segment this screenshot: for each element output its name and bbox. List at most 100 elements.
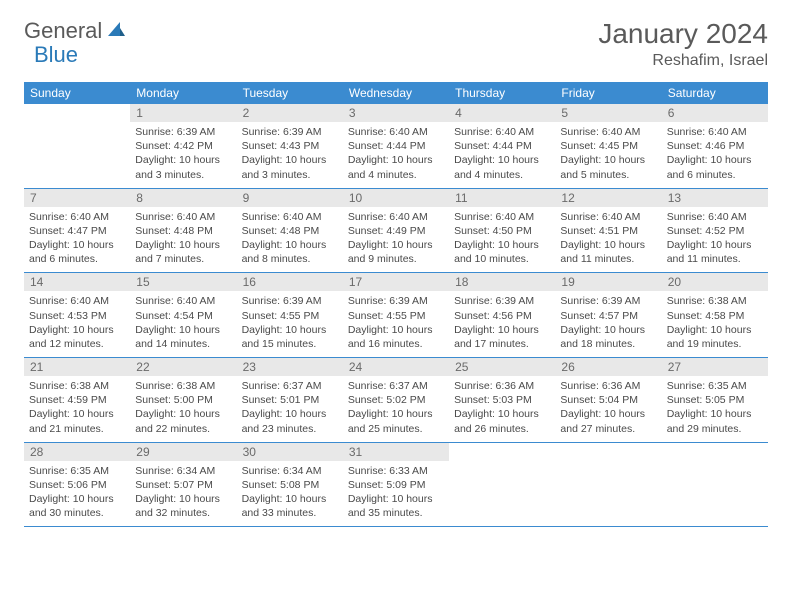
calendar-day-cell: 14Sunrise: 6:40 AMSunset: 4:53 PMDayligh… [24,273,130,358]
day-number: 28 [24,443,130,461]
daylight-text: Daylight: 10 hours and 17 minutes. [454,323,550,351]
logo-text-blue-wrap: Blue [34,42,78,68]
calendar-day-cell: 13Sunrise: 6:40 AMSunset: 4:52 PMDayligh… [662,188,768,273]
calendar-day-cell: 11Sunrise: 6:40 AMSunset: 4:50 PMDayligh… [449,188,555,273]
daylight-text: Daylight: 10 hours and 33 minutes. [242,492,338,520]
daylight-text: Daylight: 10 hours and 29 minutes. [667,407,763,435]
day-info: Sunrise: 6:40 AMSunset: 4:45 PMDaylight:… [555,122,661,188]
day-number: 13 [662,189,768,207]
sunrise-text: Sunrise: 6:39 AM [242,125,338,139]
day-info: Sunrise: 6:38 AMSunset: 5:00 PMDaylight:… [130,376,236,442]
day-info: Sunrise: 6:39 AMSunset: 4:55 PMDaylight:… [343,291,449,357]
day-info: Sunrise: 6:37 AMSunset: 5:02 PMDaylight:… [343,376,449,442]
day-number: 27 [662,358,768,376]
sunset-text: Sunset: 5:05 PM [667,393,763,407]
day-info: Sunrise: 6:39 AMSunset: 4:57 PMDaylight:… [555,291,661,357]
calendar-day-cell: 30Sunrise: 6:34 AMSunset: 5:08 PMDayligh… [237,442,343,527]
sunset-text: Sunset: 5:07 PM [135,478,231,492]
day-number: 7 [24,189,130,207]
day-number: 3 [343,104,449,122]
day-number: 20 [662,273,768,291]
calendar-day-cell: 1Sunrise: 6:39 AMSunset: 4:42 PMDaylight… [130,104,236,188]
day-info: Sunrise: 6:39 AMSunset: 4:55 PMDaylight:… [237,291,343,357]
sunrise-text: Sunrise: 6:40 AM [454,210,550,224]
daylight-text: Daylight: 10 hours and 3 minutes. [135,153,231,181]
day-info [24,122,130,180]
calendar-body: .1Sunrise: 6:39 AMSunset: 4:42 PMDayligh… [24,104,768,527]
sunset-text: Sunset: 5:02 PM [348,393,444,407]
sunset-text: Sunset: 4:55 PM [242,309,338,323]
day-info [449,461,555,519]
daylight-text: Daylight: 10 hours and 26 minutes. [454,407,550,435]
day-info: Sunrise: 6:36 AMSunset: 5:04 PMDaylight:… [555,376,661,442]
day-header: Monday [130,82,236,104]
day-number: 10 [343,189,449,207]
daylight-text: Daylight: 10 hours and 6 minutes. [29,238,125,266]
day-number: 12 [555,189,661,207]
day-info: Sunrise: 6:35 AMSunset: 5:06 PMDaylight:… [24,461,130,527]
page-header: General January 2024 Reshafim, Israel [24,18,768,70]
calendar-day-cell: 23Sunrise: 6:37 AMSunset: 5:01 PMDayligh… [237,358,343,443]
day-header: Tuesday [237,82,343,104]
daylight-text: Daylight: 10 hours and 16 minutes. [348,323,444,351]
day-number: 14 [24,273,130,291]
daylight-text: Daylight: 10 hours and 3 minutes. [242,153,338,181]
daylight-text: Daylight: 10 hours and 22 minutes. [135,407,231,435]
sunset-text: Sunset: 4:56 PM [454,309,550,323]
day-info: Sunrise: 6:40 AMSunset: 4:48 PMDaylight:… [130,207,236,273]
sunset-text: Sunset: 4:48 PM [135,224,231,238]
calendar-day-cell: 27Sunrise: 6:35 AMSunset: 5:05 PMDayligh… [662,358,768,443]
daylight-text: Daylight: 10 hours and 11 minutes. [667,238,763,266]
calendar-day-cell: 18Sunrise: 6:39 AMSunset: 4:56 PMDayligh… [449,273,555,358]
day-header: Thursday [449,82,555,104]
daylight-text: Daylight: 10 hours and 7 minutes. [135,238,231,266]
sunrise-text: Sunrise: 6:40 AM [29,294,125,308]
day-header: Sunday [24,82,130,104]
daylight-text: Daylight: 10 hours and 27 minutes. [560,407,656,435]
sunset-text: Sunset: 4:48 PM [242,224,338,238]
sunset-text: Sunset: 4:50 PM [454,224,550,238]
day-number: 8 [130,189,236,207]
calendar-day-cell: 24Sunrise: 6:37 AMSunset: 5:02 PMDayligh… [343,358,449,443]
day-number: 31 [343,443,449,461]
sunrise-text: Sunrise: 6:36 AM [560,379,656,393]
sunset-text: Sunset: 4:49 PM [348,224,444,238]
calendar-day-cell: . [555,442,661,527]
sunset-text: Sunset: 4:59 PM [29,393,125,407]
calendar-day-cell: . [449,442,555,527]
day-number: 16 [237,273,343,291]
calendar-header-row: Sunday Monday Tuesday Wednesday Thursday… [24,82,768,104]
sunrise-text: Sunrise: 6:40 AM [560,125,656,139]
calendar-day-cell: 2Sunrise: 6:39 AMSunset: 4:43 PMDaylight… [237,104,343,188]
sunrise-text: Sunrise: 6:40 AM [135,210,231,224]
daylight-text: Daylight: 10 hours and 5 minutes. [560,153,656,181]
daylight-text: Daylight: 10 hours and 21 minutes. [29,407,125,435]
calendar-day-cell: 16Sunrise: 6:39 AMSunset: 4:55 PMDayligh… [237,273,343,358]
calendar-day-cell: . [24,104,130,188]
logo-text-blue: Blue [34,42,78,67]
day-info: Sunrise: 6:38 AMSunset: 4:59 PMDaylight:… [24,376,130,442]
day-info [662,461,768,519]
calendar-day-cell: 8Sunrise: 6:40 AMSunset: 4:48 PMDaylight… [130,188,236,273]
daylight-text: Daylight: 10 hours and 14 minutes. [135,323,231,351]
daylight-text: Daylight: 10 hours and 9 minutes. [348,238,444,266]
day-header: Saturday [662,82,768,104]
sunset-text: Sunset: 4:44 PM [454,139,550,153]
calendar-day-cell: 19Sunrise: 6:39 AMSunset: 4:57 PMDayligh… [555,273,661,358]
daylight-text: Daylight: 10 hours and 12 minutes. [29,323,125,351]
day-info: Sunrise: 6:40 AMSunset: 4:48 PMDaylight:… [237,207,343,273]
sunrise-text: Sunrise: 6:40 AM [242,210,338,224]
calendar-week-row: 21Sunrise: 6:38 AMSunset: 4:59 PMDayligh… [24,358,768,443]
daylight-text: Daylight: 10 hours and 30 minutes. [29,492,125,520]
day-info: Sunrise: 6:40 AMSunset: 4:44 PMDaylight:… [449,122,555,188]
sunrise-text: Sunrise: 6:34 AM [135,464,231,478]
calendar-day-cell: 25Sunrise: 6:36 AMSunset: 5:03 PMDayligh… [449,358,555,443]
day-info [555,461,661,519]
day-info: Sunrise: 6:36 AMSunset: 5:03 PMDaylight:… [449,376,555,442]
day-info: Sunrise: 6:37 AMSunset: 5:01 PMDaylight:… [237,376,343,442]
calendar-day-cell: 10Sunrise: 6:40 AMSunset: 4:49 PMDayligh… [343,188,449,273]
daylight-text: Daylight: 10 hours and 11 minutes. [560,238,656,266]
sunset-text: Sunset: 5:01 PM [242,393,338,407]
calendar-day-cell: 4Sunrise: 6:40 AMSunset: 4:44 PMDaylight… [449,104,555,188]
day-number: 18 [449,273,555,291]
